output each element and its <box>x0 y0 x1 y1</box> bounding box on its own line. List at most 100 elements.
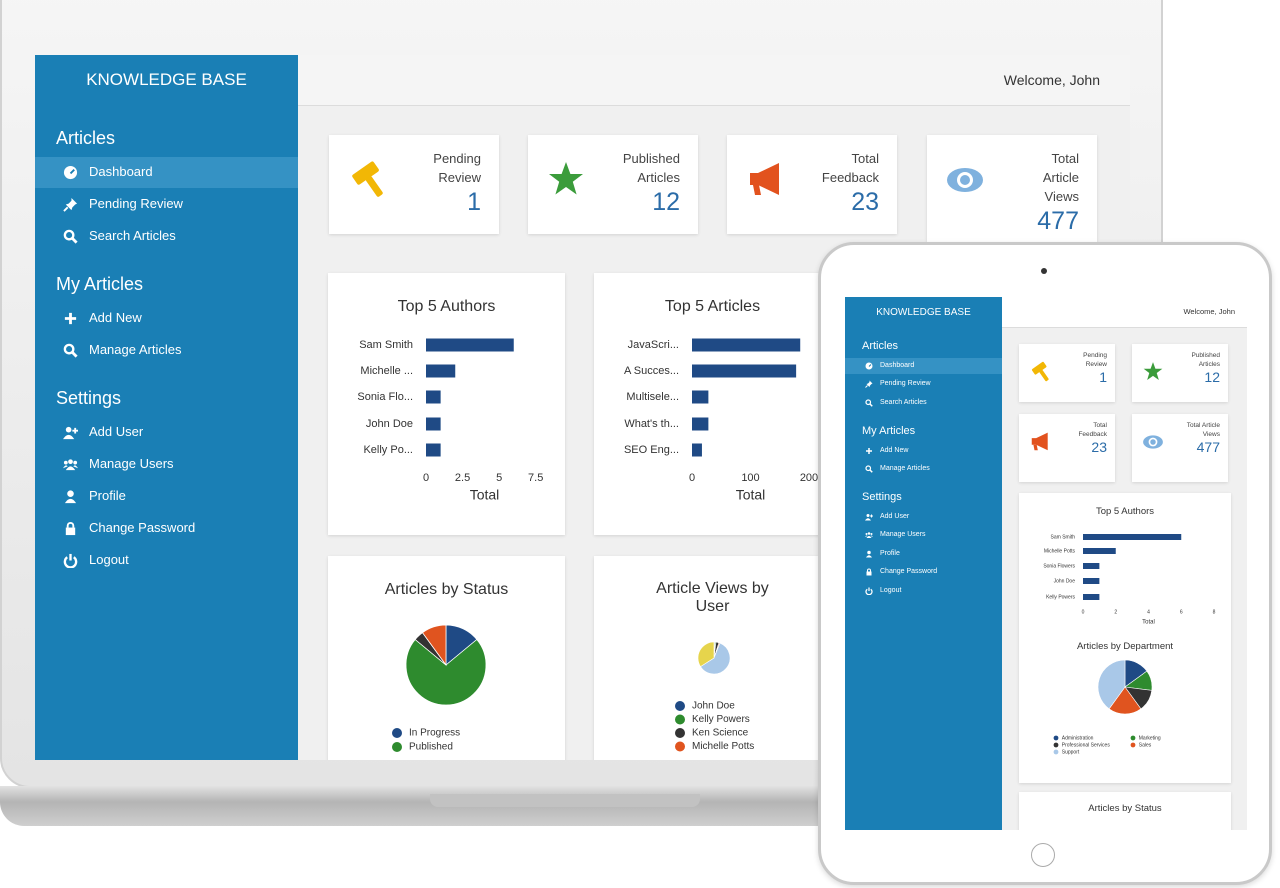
nav-item[interactable]: Search Articles <box>880 399 927 406</box>
nav-item[interactable]: Pending Review <box>880 380 931 387</box>
legend-label: Support <box>1062 749 1080 755</box>
section-heading: Settings <box>56 388 122 408</box>
tablet-home-button[interactable] <box>1031 843 1055 867</box>
y-tick-label: What's th... <box>624 418 679 430</box>
chart-card: Articles by Status <box>1019 792 1231 830</box>
stat-label: Total Feedback <box>1078 422 1107 438</box>
y-tick-label: Sonia Flowers <box>1043 563 1075 569</box>
pie-slice <box>1097 659 1126 710</box>
icon-shape <box>66 489 74 497</box>
icon-shape <box>69 168 75 174</box>
nav-item[interactable]: Add New <box>89 310 142 325</box>
legend-swatch <box>1053 749 1059 755</box>
nav-item[interactable]: Add New <box>880 447 909 454</box>
icon-shape <box>63 229 74 240</box>
legend-swatch <box>392 742 402 752</box>
icon <box>62 197 77 212</box>
x-tick-label: 0 <box>1082 609 1085 615</box>
legend-label: Sales <box>1139 742 1152 748</box>
bar <box>426 417 441 431</box>
stat-text: Pending Review 1 <box>419 149 481 217</box>
section-heading: My Articles <box>862 425 916 437</box>
icon-shape <box>866 555 872 558</box>
nav-item[interactable]: Profile <box>89 488 126 503</box>
icon-shape <box>866 514 870 517</box>
icon-shape <box>1143 362 1163 380</box>
stat-text: Total Feedback 23 <box>1071 421 1107 456</box>
legend-label: Administration <box>1062 735 1094 741</box>
chart-title: Top 5 Authors <box>1095 506 1155 517</box>
x-tick-label: 0 <box>423 472 429 484</box>
chart-card: JavaScri... A Succes... Multisele... What's… <box>594 273 831 535</box>
nav-item[interactable]: Search Articles <box>89 228 176 243</box>
nav-item[interactable]: Manage Articles <box>880 465 930 472</box>
icon-shape <box>750 163 779 195</box>
nav-item[interactable]: Dashboard <box>89 164 153 179</box>
x-tick-label: 0 <box>689 472 695 484</box>
section-heading: Articles <box>862 340 899 352</box>
chart: JavaScri... A Succes... Multisele... What's… <box>624 338 818 503</box>
nav-item[interactable]: Profile <box>880 550 900 557</box>
legend-swatch <box>675 714 685 725</box>
stat-card: Published Articles 12 <box>528 135 698 234</box>
chart-title: Articles by Status <box>384 581 509 598</box>
icon-shape <box>865 465 872 472</box>
sidebar: KNOWLEDGE BASE Articles Dashboard Pending R… <box>35 55 298 760</box>
x-tick-label: 2 <box>1114 609 1117 615</box>
active-highlight <box>845 358 1002 374</box>
x-axis-label: Total <box>736 487 766 503</box>
icon <box>865 362 873 370</box>
header: Welcome, John <box>1002 297 1247 328</box>
chart-title: Top 5 Authors <box>397 298 496 315</box>
nav-item[interactable]: Pending Review <box>89 196 183 211</box>
x-tick-label: 5 <box>496 472 502 484</box>
legend-swatch <box>1130 735 1136 741</box>
icon <box>865 587 873 595</box>
x-tick-label: 8 <box>1213 609 1216 615</box>
chart-title: Top 5 Articles <box>664 298 761 315</box>
nav-item[interactable]: Change Password <box>880 568 938 575</box>
legend-label: Ken Science <box>692 728 749 739</box>
icon <box>1031 361 1049 382</box>
stat-label: Published Articles <box>1191 352 1220 368</box>
icon-shape <box>352 161 379 185</box>
y-tick-label: Sam Smith <box>1051 534 1076 540</box>
bar <box>692 443 702 457</box>
bar <box>426 338 514 352</box>
chart: John Doe Kelly Powers Ken Science Michelle … <box>675 641 754 752</box>
nav-item[interactable]: Change Password <box>89 520 196 535</box>
icon-shape <box>1031 432 1048 451</box>
nav-item[interactable]: Manage Users <box>880 531 926 538</box>
icon <box>63 165 77 179</box>
stat-card: Total Feedback 23 <box>727 135 897 234</box>
icon-shape <box>960 175 970 185</box>
icon-shape <box>62 464 78 470</box>
bar <box>426 364 456 378</box>
legend-label: Published <box>409 742 453 753</box>
y-tick-label: John Doe <box>366 418 413 430</box>
icon-shape <box>1031 361 1047 375</box>
nav-item[interactable]: Add User <box>880 513 910 520</box>
chart-card: John Doe Kelly Powers Ken Science Michelle … <box>594 556 831 760</box>
bar <box>1083 594 1100 600</box>
stat-label: Total Feedback <box>821 151 879 185</box>
stat-card: Published Articles 12 <box>1132 344 1228 402</box>
icon-shape <box>66 521 74 528</box>
nav-item[interactable]: Logout <box>89 552 129 567</box>
icon-shape <box>867 550 871 555</box>
nav-item[interactable]: Dashboard <box>880 362 915 369</box>
legend-label: Marketing <box>1139 735 1161 741</box>
nav-item[interactable]: Logout <box>880 587 902 594</box>
bar <box>692 364 797 378</box>
nav-item[interactable]: Add User <box>89 424 144 439</box>
bar <box>1083 563 1100 569</box>
x-axis-label: Total <box>470 487 500 503</box>
icon <box>1143 435 1163 449</box>
stat-card: Pending Review 1 <box>329 135 499 234</box>
chart-card: Sam Smith Michelle Potts Sonia Flowers John… <box>1019 493 1231 783</box>
nav-item[interactable]: Manage Users <box>89 456 174 471</box>
icon-shape <box>866 448 872 454</box>
nav-item[interactable]: Manage Articles <box>89 342 182 357</box>
x-tick-label: 4 <box>1147 609 1150 615</box>
